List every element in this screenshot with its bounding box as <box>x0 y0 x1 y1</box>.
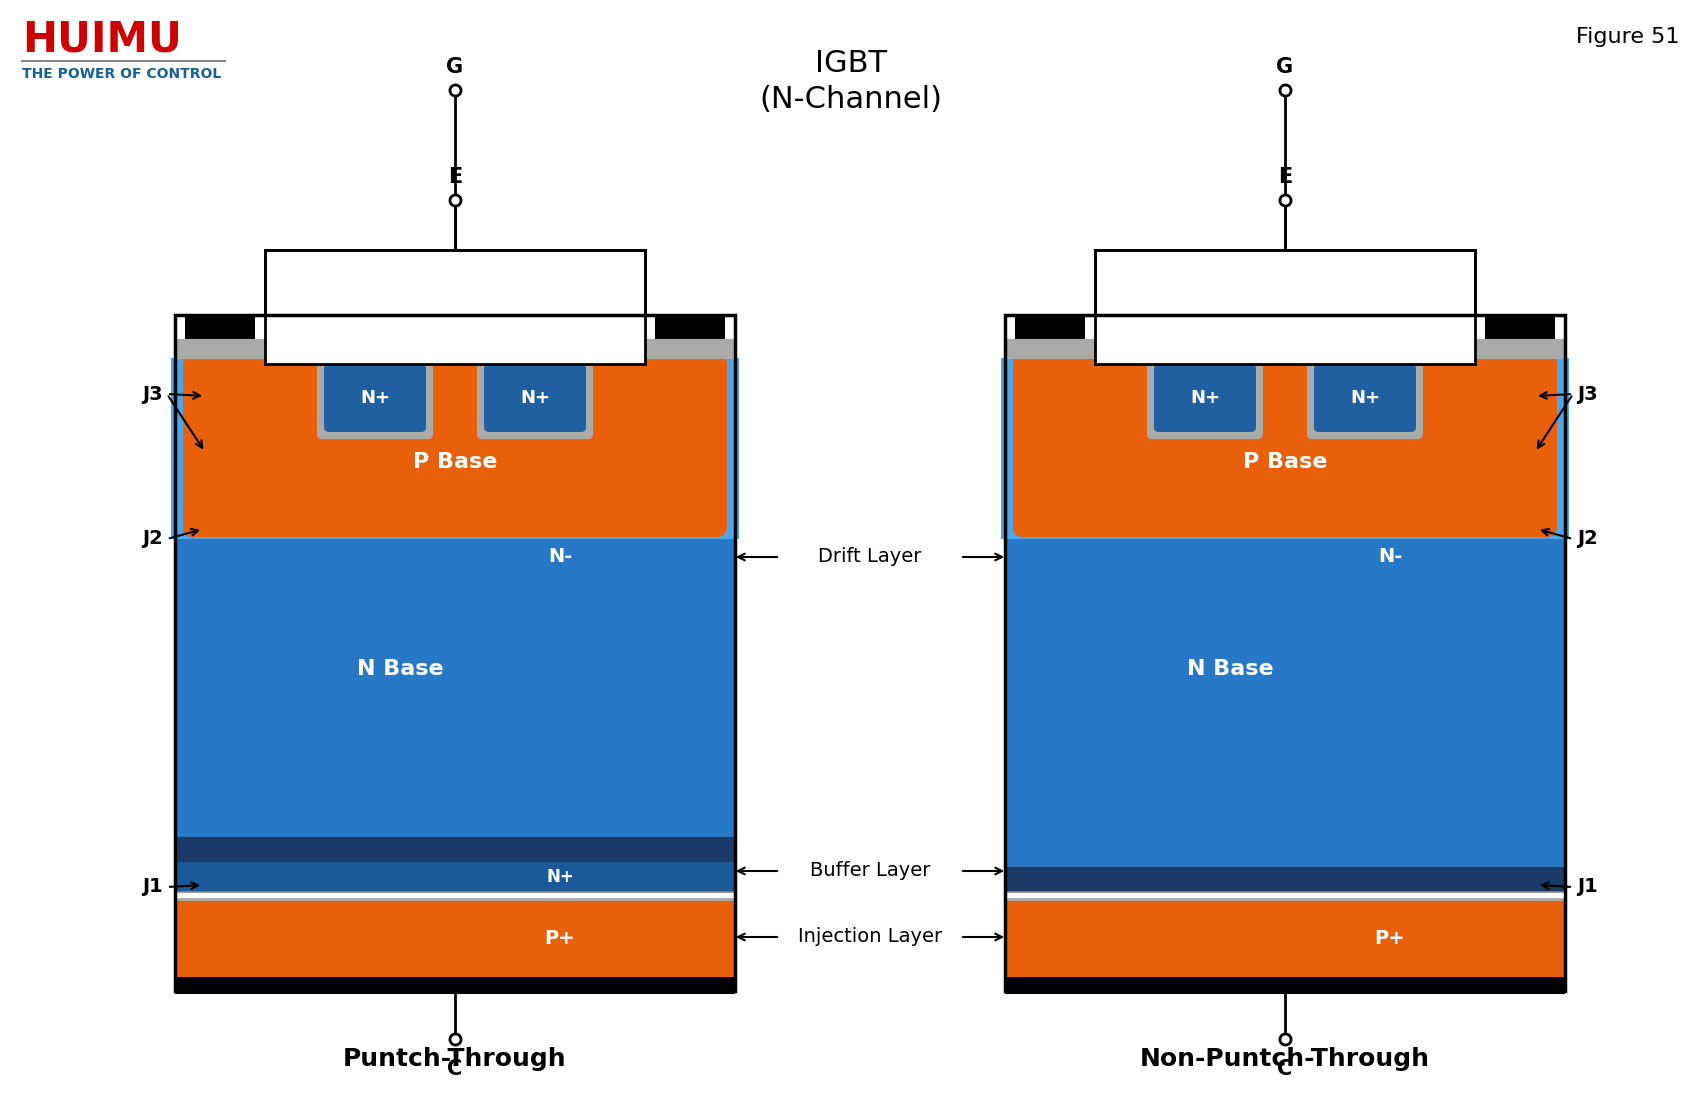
FancyBboxPatch shape <box>192 369 717 528</box>
Text: J2: J2 <box>1578 530 1598 548</box>
FancyBboxPatch shape <box>1147 357 1263 439</box>
Bar <box>1094 249 1476 364</box>
FancyBboxPatch shape <box>1307 357 1423 439</box>
Text: G: G <box>446 57 463 77</box>
Text: Injection Layer: Injection Layer <box>798 928 943 946</box>
Text: P Base: P Base <box>414 452 497 471</box>
Text: HUIMU: HUIMU <box>22 19 182 62</box>
Text: E: E <box>448 167 463 187</box>
Text: J2: J2 <box>143 530 163 548</box>
Text: N+: N+ <box>546 868 574 886</box>
Text: J3: J3 <box>1578 385 1598 403</box>
Bar <box>175 528 735 862</box>
FancyBboxPatch shape <box>170 358 739 539</box>
Text: J3: J3 <box>143 385 163 403</box>
FancyBboxPatch shape <box>1001 358 1569 539</box>
Text: N+: N+ <box>1350 389 1380 407</box>
FancyBboxPatch shape <box>483 364 585 432</box>
FancyBboxPatch shape <box>184 365 727 533</box>
Text: THE POWER OF CONTROL: THE POWER OF CONTROL <box>22 67 221 81</box>
FancyBboxPatch shape <box>184 354 727 537</box>
Text: N-: N- <box>548 547 572 566</box>
Bar <box>655 315 725 338</box>
Text: P+: P+ <box>1375 929 1406 947</box>
FancyBboxPatch shape <box>1013 354 1557 537</box>
Bar <box>1486 315 1556 338</box>
Text: C: C <box>448 1059 463 1079</box>
Text: P Base: P Base <box>1242 452 1328 471</box>
FancyBboxPatch shape <box>317 357 432 439</box>
Bar <box>1004 899 1566 977</box>
Text: N+: N+ <box>521 389 550 407</box>
Text: Drift Layer: Drift Layer <box>819 547 922 566</box>
Text: N Base: N Base <box>1186 659 1273 679</box>
Text: E: E <box>1278 167 1292 187</box>
Bar <box>186 315 255 338</box>
Text: C: C <box>1278 1059 1292 1079</box>
Text: J1: J1 <box>143 877 163 897</box>
Bar <box>175 837 735 862</box>
Text: N+: N+ <box>361 389 390 407</box>
Bar <box>175 899 735 977</box>
Text: Figure 51: Figure 51 <box>1576 27 1680 47</box>
Bar <box>175 862 735 892</box>
FancyBboxPatch shape <box>323 364 426 432</box>
Text: Non-Puntch-Through: Non-Puntch-Through <box>1140 1047 1430 1072</box>
FancyBboxPatch shape <box>1023 369 1547 528</box>
FancyBboxPatch shape <box>1014 365 1556 533</box>
Text: P+: P+ <box>545 929 575 947</box>
Bar <box>175 338 735 359</box>
Bar <box>1014 315 1084 338</box>
Bar <box>175 977 735 993</box>
Text: N+: N+ <box>1190 389 1220 407</box>
Bar <box>1004 315 1566 991</box>
Bar <box>266 249 645 364</box>
Text: N Base: N Base <box>357 659 443 679</box>
Text: IGBT
(N-Channel): IGBT (N-Channel) <box>759 49 943 114</box>
Text: N-: N- <box>1379 547 1402 566</box>
Text: J1: J1 <box>1578 877 1598 897</box>
Text: G: G <box>1276 57 1294 77</box>
FancyBboxPatch shape <box>477 357 592 439</box>
Bar <box>1004 528 1566 892</box>
Bar <box>1004 338 1566 359</box>
Bar <box>175 315 735 991</box>
Text: Buffer Layer: Buffer Layer <box>810 862 931 880</box>
Bar <box>1004 977 1566 993</box>
FancyBboxPatch shape <box>1314 364 1416 432</box>
Text: Puntch-Through: Puntch-Through <box>344 1047 567 1072</box>
Bar <box>1004 867 1566 892</box>
FancyBboxPatch shape <box>1154 364 1256 432</box>
